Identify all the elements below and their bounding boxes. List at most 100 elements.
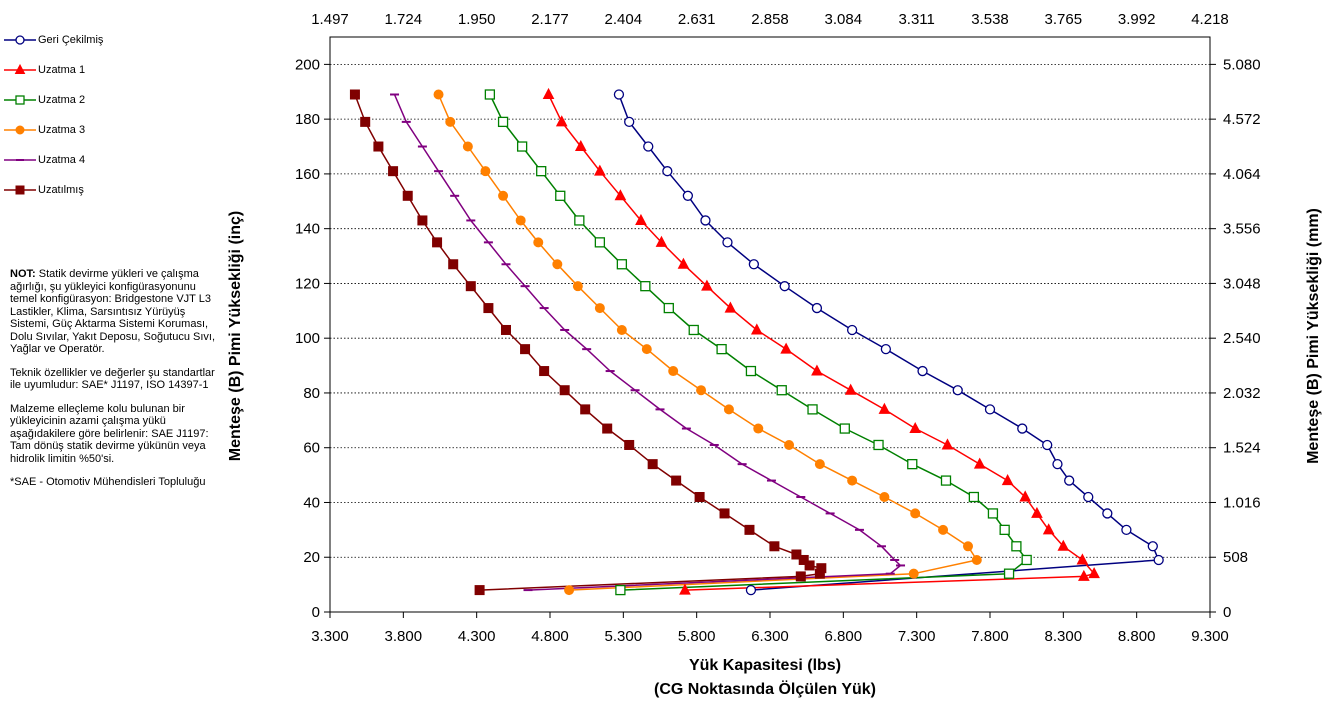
data-point xyxy=(750,323,763,335)
legend-item: Uzatma 1 xyxy=(2,60,85,80)
legend-label: Geri Çekilmiş xyxy=(38,34,104,46)
note-text: Statik devirme yükleri ve çalışma ağırlı… xyxy=(10,268,216,355)
data-point xyxy=(780,342,792,354)
data-point xyxy=(1057,539,1070,551)
x-tick-label-top: 3.992 xyxy=(1118,11,1156,28)
data-point xyxy=(879,492,890,502)
data-point xyxy=(1121,524,1132,536)
series-line xyxy=(547,94,1095,591)
legend-label: Uzatma 4 xyxy=(38,154,86,166)
note-label: NOT: xyxy=(10,268,36,280)
data-point xyxy=(640,281,651,292)
x-axis-title: Yük Kapasitesi (lbs) xyxy=(689,657,841,674)
data-point xyxy=(498,190,509,201)
data-point xyxy=(1153,554,1164,566)
x-tick-label-top: 2.404 xyxy=(605,11,643,28)
legend-swatch-marker xyxy=(15,125,25,135)
data-point xyxy=(432,237,443,248)
data-point xyxy=(748,259,760,270)
data-point xyxy=(402,190,413,201)
data-point xyxy=(798,554,809,565)
data-point xyxy=(1017,423,1028,434)
data-point xyxy=(616,259,628,270)
data-point xyxy=(811,364,823,376)
data-point xyxy=(448,259,459,270)
data-point xyxy=(940,475,952,486)
y-tick-label: 180 xyxy=(295,111,320,128)
data-point xyxy=(907,458,918,470)
x-tick-label-top: 2.858 xyxy=(751,11,789,28)
data-point xyxy=(909,421,922,434)
data-point xyxy=(555,115,568,127)
data-point xyxy=(873,439,884,451)
data-point xyxy=(745,365,757,377)
x-tick-label-top: 2.631 xyxy=(678,11,716,28)
data-point xyxy=(647,459,658,470)
y-tick-label: 80 xyxy=(303,385,320,402)
x-tick-label-top: 1.950 xyxy=(458,11,496,28)
data-point xyxy=(716,343,727,355)
data-point xyxy=(1147,541,1158,552)
series-line xyxy=(489,94,1028,591)
x-tick-label-top: 3.765 xyxy=(1045,11,1083,28)
data-point xyxy=(655,235,668,247)
data-point xyxy=(719,508,730,519)
y-tick-label-right: 4.572 xyxy=(1223,111,1261,128)
data-point xyxy=(555,190,566,201)
series-line xyxy=(393,94,902,591)
data-point xyxy=(594,164,606,176)
data-point xyxy=(908,568,919,579)
data-point xyxy=(373,141,384,152)
data-point xyxy=(433,89,444,100)
y-tick-label-right: 508 xyxy=(1223,549,1248,566)
data-point xyxy=(753,423,764,434)
y-tick-label: 60 xyxy=(303,440,320,457)
legend-swatch xyxy=(4,125,36,135)
x-tick-label: 7.300 xyxy=(898,628,936,645)
data-point xyxy=(1042,523,1055,535)
x-tick-label: 6.300 xyxy=(751,628,789,645)
data-point xyxy=(880,343,892,355)
data-point xyxy=(700,215,711,226)
data-point xyxy=(878,402,891,414)
data-point xyxy=(662,166,673,177)
legend-label: Uzatma 2 xyxy=(38,94,86,106)
data-point xyxy=(594,237,606,248)
data-point xyxy=(694,492,705,502)
legend-item: Uzatma 2 xyxy=(2,90,85,110)
x-tick-label: 9.300 xyxy=(1191,628,1229,645)
data-point xyxy=(515,215,526,226)
data-point xyxy=(779,281,790,292)
data-point xyxy=(791,549,802,560)
legend-item: Uzatma 4 xyxy=(2,150,85,170)
data-point xyxy=(520,344,531,355)
data-point xyxy=(784,439,795,450)
data-point xyxy=(501,324,511,335)
data-point xyxy=(1019,490,1032,502)
y-tick-label-right: 5.080 xyxy=(1223,56,1261,73)
data-point xyxy=(388,166,399,177)
y-axis-title-left: Menteşe (B) Pimi Yüksekliği (inç) xyxy=(227,211,244,461)
y-tick-label-right: 3.556 xyxy=(1223,221,1261,238)
y-tick-label: 200 xyxy=(295,56,320,73)
legend-label: Uzatma 1 xyxy=(38,64,86,76)
x-tick-label-top: 1.724 xyxy=(385,11,423,28)
data-point xyxy=(973,457,986,469)
x-tick-label-top: 3.311 xyxy=(898,11,934,28)
x-tick-label: 7.800 xyxy=(971,628,1009,645)
data-point xyxy=(701,279,713,291)
data-point xyxy=(615,584,626,596)
y-tick-label: 0 xyxy=(312,604,320,621)
y-tick-label-right: 2.032 xyxy=(1223,385,1261,402)
legend-swatch xyxy=(4,35,36,45)
data-point xyxy=(480,166,491,177)
x-tick-label: 3.800 xyxy=(385,628,423,645)
data-point xyxy=(1088,567,1100,579)
y-tick-label: 20 xyxy=(303,549,320,566)
data-point xyxy=(635,213,647,225)
data-point xyxy=(1083,491,1094,503)
data-point xyxy=(814,459,825,470)
x-tick-label: 4.800 xyxy=(531,628,569,645)
data-point xyxy=(1078,569,1090,581)
